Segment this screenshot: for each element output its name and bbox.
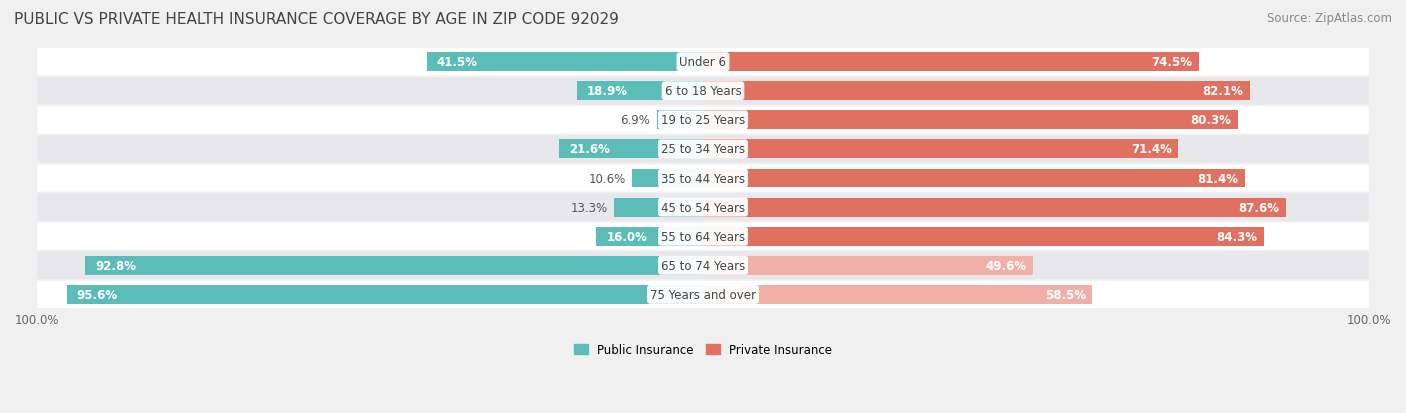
FancyBboxPatch shape <box>37 281 1369 309</box>
Bar <box>703 53 1199 72</box>
Text: 74.5%: 74.5% <box>1152 56 1192 69</box>
Text: 65 to 74 Years: 65 to 74 Years <box>661 259 745 272</box>
Bar <box>703 169 1244 188</box>
Text: 84.3%: 84.3% <box>1216 230 1257 243</box>
Text: 45 to 54 Years: 45 to 54 Years <box>661 201 745 214</box>
Bar <box>633 169 703 188</box>
Bar <box>703 285 1092 304</box>
Bar <box>703 140 1178 159</box>
Text: 41.5%: 41.5% <box>437 56 478 69</box>
Text: 80.3%: 80.3% <box>1189 114 1230 127</box>
Bar <box>86 256 703 275</box>
Bar <box>657 111 703 130</box>
Text: 55 to 64 Years: 55 to 64 Years <box>661 230 745 243</box>
Bar <box>596 227 703 246</box>
Bar <box>614 198 703 217</box>
Text: 92.8%: 92.8% <box>96 259 136 272</box>
FancyBboxPatch shape <box>37 78 1369 105</box>
Text: 82.1%: 82.1% <box>1202 85 1243 98</box>
Bar <box>703 256 1033 275</box>
Bar <box>560 140 703 159</box>
Text: 58.5%: 58.5% <box>1045 288 1085 301</box>
Bar <box>703 198 1286 217</box>
Text: PUBLIC VS PRIVATE HEALTH INSURANCE COVERAGE BY AGE IN ZIP CODE 92029: PUBLIC VS PRIVATE HEALTH INSURANCE COVER… <box>14 12 619 27</box>
FancyBboxPatch shape <box>37 194 1369 221</box>
Text: 81.4%: 81.4% <box>1198 172 1239 185</box>
Text: 87.6%: 87.6% <box>1239 201 1279 214</box>
FancyBboxPatch shape <box>37 107 1369 134</box>
Text: Source: ZipAtlas.com: Source: ZipAtlas.com <box>1267 12 1392 25</box>
Bar <box>703 82 1250 101</box>
Bar <box>703 111 1237 130</box>
Text: 16.0%: 16.0% <box>606 230 647 243</box>
Text: 75 Years and over: 75 Years and over <box>650 288 756 301</box>
Text: 21.6%: 21.6% <box>569 143 610 156</box>
Text: 95.6%: 95.6% <box>76 288 118 301</box>
Text: 35 to 44 Years: 35 to 44 Years <box>661 172 745 185</box>
Text: 6 to 18 Years: 6 to 18 Years <box>665 85 741 98</box>
Text: 18.9%: 18.9% <box>588 85 628 98</box>
Text: Under 6: Under 6 <box>679 56 727 69</box>
Text: 10.6%: 10.6% <box>589 172 626 185</box>
Text: 6.9%: 6.9% <box>620 114 651 127</box>
Legend: Public Insurance, Private Insurance: Public Insurance, Private Insurance <box>569 338 837 361</box>
Text: 25 to 34 Years: 25 to 34 Years <box>661 143 745 156</box>
FancyBboxPatch shape <box>37 252 1369 279</box>
Text: 49.6%: 49.6% <box>986 259 1026 272</box>
Bar <box>426 53 703 72</box>
Text: 71.4%: 71.4% <box>1130 143 1171 156</box>
Bar <box>66 285 703 304</box>
FancyBboxPatch shape <box>37 136 1369 163</box>
FancyBboxPatch shape <box>37 49 1369 76</box>
FancyBboxPatch shape <box>37 223 1369 250</box>
Bar <box>578 82 703 101</box>
FancyBboxPatch shape <box>37 165 1369 192</box>
Bar <box>703 227 1264 246</box>
Text: 19 to 25 Years: 19 to 25 Years <box>661 114 745 127</box>
Text: 13.3%: 13.3% <box>571 201 607 214</box>
